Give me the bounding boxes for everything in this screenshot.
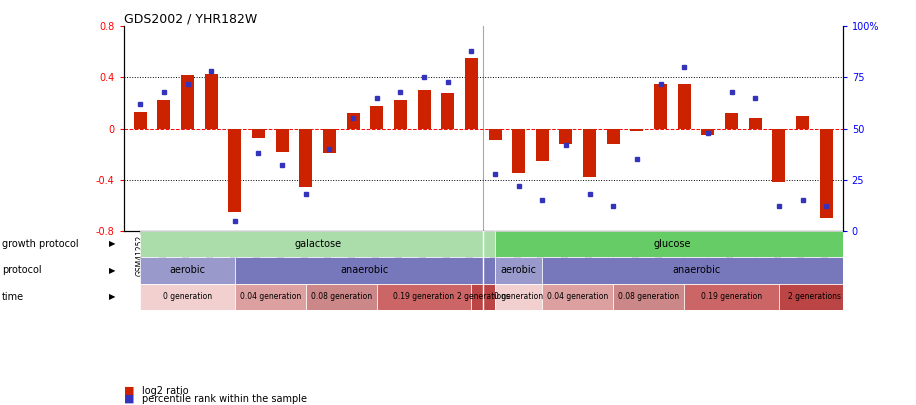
Bar <box>536 129 549 160</box>
Bar <box>725 113 738 129</box>
Text: anaerobic: anaerobic <box>672 265 720 275</box>
Text: growth protocol: growth protocol <box>2 239 79 249</box>
Bar <box>488 129 502 140</box>
Text: 0.04 generation: 0.04 generation <box>547 292 608 301</box>
Bar <box>276 129 289 151</box>
Text: 0 generation: 0 generation <box>494 292 543 301</box>
Bar <box>583 129 596 177</box>
Text: 0.19 generation: 0.19 generation <box>701 292 762 301</box>
Bar <box>204 74 218 129</box>
Bar <box>748 118 762 129</box>
Text: ▶: ▶ <box>109 239 116 249</box>
Bar <box>394 100 407 129</box>
Bar <box>140 257 234 284</box>
Bar <box>779 284 850 310</box>
Text: ▶: ▶ <box>109 292 116 301</box>
Text: aerobic: aerobic <box>169 265 205 275</box>
Bar <box>614 284 684 310</box>
Bar <box>442 93 454 129</box>
Bar <box>606 129 620 144</box>
Text: 0.19 generation: 0.19 generation <box>394 292 454 301</box>
Bar <box>772 129 785 182</box>
Text: protocol: protocol <box>2 265 41 275</box>
Text: 0.04 generation: 0.04 generation <box>240 292 301 301</box>
Bar <box>323 129 336 153</box>
Bar <box>418 90 431 129</box>
Bar <box>300 129 312 188</box>
Text: 0 generation: 0 generation <box>163 292 213 301</box>
Bar <box>234 284 306 310</box>
Text: anaerobic: anaerobic <box>341 265 389 275</box>
Text: GDS2002 / YHR182W: GDS2002 / YHR182W <box>124 12 256 25</box>
Text: 0.08 generation: 0.08 generation <box>618 292 680 301</box>
Bar <box>796 116 809 129</box>
Text: ▶: ▶ <box>109 266 116 275</box>
Bar <box>495 284 542 310</box>
Bar <box>495 257 542 284</box>
Bar <box>560 129 572 144</box>
Text: time: time <box>2 292 24 302</box>
Text: ■: ■ <box>124 394 134 404</box>
Bar <box>370 106 383 129</box>
Text: percentile rank within the sample: percentile rank within the sample <box>142 394 307 404</box>
Bar <box>820 129 833 218</box>
Text: 0.08 generation: 0.08 generation <box>311 292 372 301</box>
Bar <box>252 129 265 138</box>
Bar <box>158 100 170 129</box>
Bar <box>464 58 478 129</box>
Bar <box>140 284 234 310</box>
Bar <box>181 75 194 129</box>
Bar <box>684 284 779 310</box>
Bar <box>134 112 147 129</box>
Bar <box>376 284 472 310</box>
Bar <box>495 231 850 257</box>
Bar <box>234 257 495 284</box>
Text: galactose: galactose <box>294 239 341 249</box>
Text: 2 generations: 2 generations <box>788 292 841 301</box>
Text: glucose: glucose <box>654 239 692 249</box>
Bar <box>654 84 667 129</box>
Text: 2 generations: 2 generations <box>457 292 509 301</box>
Text: ■: ■ <box>124 386 134 396</box>
Bar <box>630 129 643 131</box>
Bar <box>678 84 691 129</box>
Bar <box>228 129 241 212</box>
Bar <box>346 113 360 129</box>
Bar <box>512 129 525 173</box>
Bar <box>306 284 376 310</box>
Bar <box>472 284 495 310</box>
Bar <box>702 129 714 135</box>
Text: log2 ratio: log2 ratio <box>142 386 189 396</box>
Text: aerobic: aerobic <box>501 265 537 275</box>
Bar <box>140 231 495 257</box>
Bar <box>542 257 850 284</box>
Bar <box>542 284 614 310</box>
